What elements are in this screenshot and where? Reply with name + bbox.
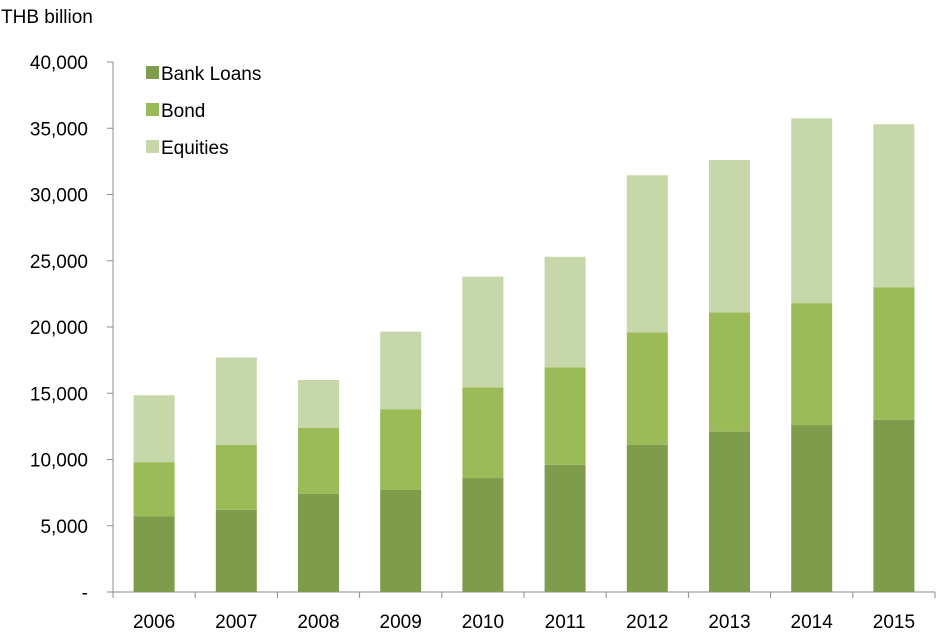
bar-equities-2009 xyxy=(380,331,422,410)
bar-bond-2013 xyxy=(709,312,750,432)
x-tick-label: 2007 xyxy=(215,612,257,632)
legend-label: Bond xyxy=(161,101,205,122)
x-tick-label: 2010 xyxy=(462,612,504,632)
legend-label: Equities xyxy=(161,138,229,159)
bar-bank-loans-2011 xyxy=(544,464,586,592)
x-tick-label: 2011 xyxy=(545,612,586,632)
bar-bank-loans-2008 xyxy=(298,493,339,592)
bar-bank-loans-2015 xyxy=(873,419,915,592)
bar-equities-2013 xyxy=(709,160,750,313)
y-tick-label: 15,000 xyxy=(30,384,88,405)
x-tick-label: 2008 xyxy=(297,612,339,632)
x-tick-label: 2009 xyxy=(380,612,422,632)
legend-swatch-equities xyxy=(146,140,159,153)
bar-bank-loans-2010 xyxy=(462,478,504,592)
legend-swatch-bond xyxy=(146,103,159,116)
bar-bank-loans-2012 xyxy=(626,444,668,592)
y-tick-label: 5,000 xyxy=(40,517,88,538)
bar-equities-2011 xyxy=(544,256,586,368)
bar-equities-2006 xyxy=(133,395,175,463)
bar-equities-2008 xyxy=(298,380,339,428)
bars xyxy=(133,118,915,592)
y-tick-label: 25,000 xyxy=(30,252,88,273)
bar-equities-2007 xyxy=(215,357,257,445)
bar-bond-2011 xyxy=(544,367,586,465)
x-tick-label: 2006 xyxy=(133,612,175,632)
bar-bank-loans-2013 xyxy=(709,431,750,592)
bar-equities-2014 xyxy=(791,118,833,304)
bar-bond-2014 xyxy=(791,303,833,426)
legend-swatch-bank-loans xyxy=(146,66,159,79)
y-tick-labels: - 5,000 10,000 15,000 20,000 25,000 30,000 35,0… xyxy=(30,53,88,604)
bar-bond-2008 xyxy=(298,427,339,494)
y-tick-label: 10,000 xyxy=(30,451,88,472)
bar-equities-2015 xyxy=(873,124,915,288)
x-tick-label: 2014 xyxy=(791,612,834,632)
x-tick-label: 2012 xyxy=(626,612,668,632)
x-tick-label: 2015 xyxy=(873,612,915,632)
bar-equities-2010 xyxy=(462,276,504,388)
bar-bond-2006 xyxy=(133,462,175,517)
bar-bond-2009 xyxy=(380,409,422,490)
y-tick-label: 35,000 xyxy=(30,119,88,140)
y-tick-label: - xyxy=(82,583,88,604)
bar-bond-2012 xyxy=(626,332,668,445)
y-tick-label: 30,000 xyxy=(30,186,88,207)
bar-bank-loans-2014 xyxy=(791,425,833,592)
bar-bond-2010 xyxy=(462,387,504,479)
legend-label: Bank Loans xyxy=(161,64,261,85)
x-tick-labels: 2006 2007 2008 2009 2010 2011 2012 2013 2014 2015 xyxy=(133,612,915,632)
bar-bank-loans-2006 xyxy=(133,516,175,592)
x-tick-label: 2013 xyxy=(708,612,750,632)
bar-bank-loans-2007 xyxy=(215,509,257,592)
y-tick-label: 40,000 xyxy=(30,53,88,74)
bar-bond-2007 xyxy=(215,444,257,510)
bar-bond-2015 xyxy=(873,287,915,420)
bar-equities-2012 xyxy=(626,175,668,333)
unit-label: THB billion xyxy=(1,7,93,28)
bar-bank-loans-2009 xyxy=(380,489,422,592)
y-tick-label: 20,000 xyxy=(30,318,88,339)
legend: Bank Loans Bond Equities xyxy=(146,64,261,159)
